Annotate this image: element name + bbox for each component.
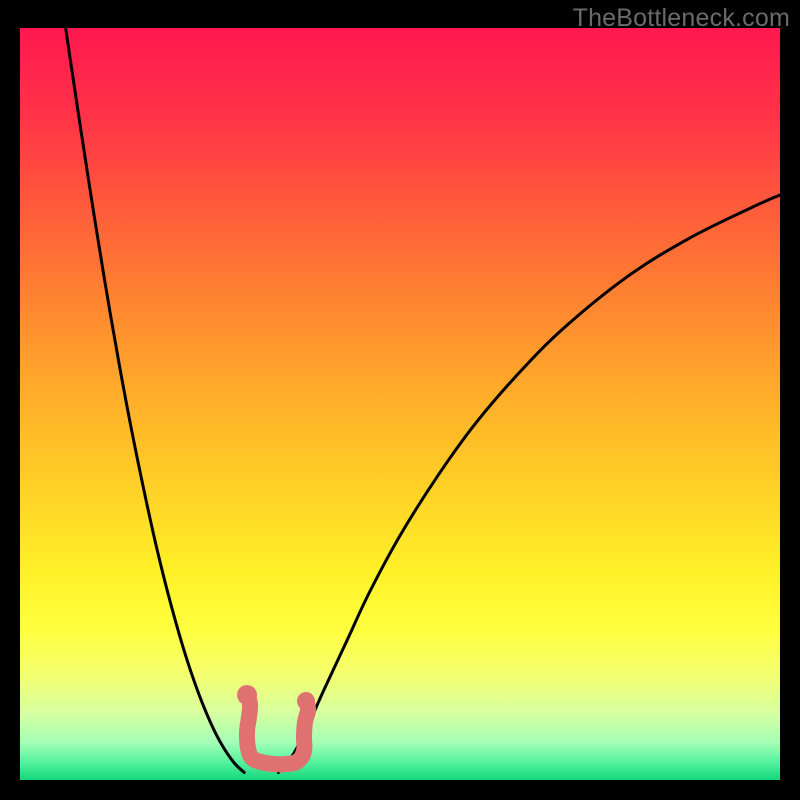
chart-container: TheBottleneck.com [0,0,800,800]
plot-background [20,28,780,780]
watermark-text: TheBottleneck.com [573,4,790,33]
marker-end-dot [297,692,315,710]
bottleneck-chart [0,0,800,800]
marker-start-dot [237,685,257,705]
